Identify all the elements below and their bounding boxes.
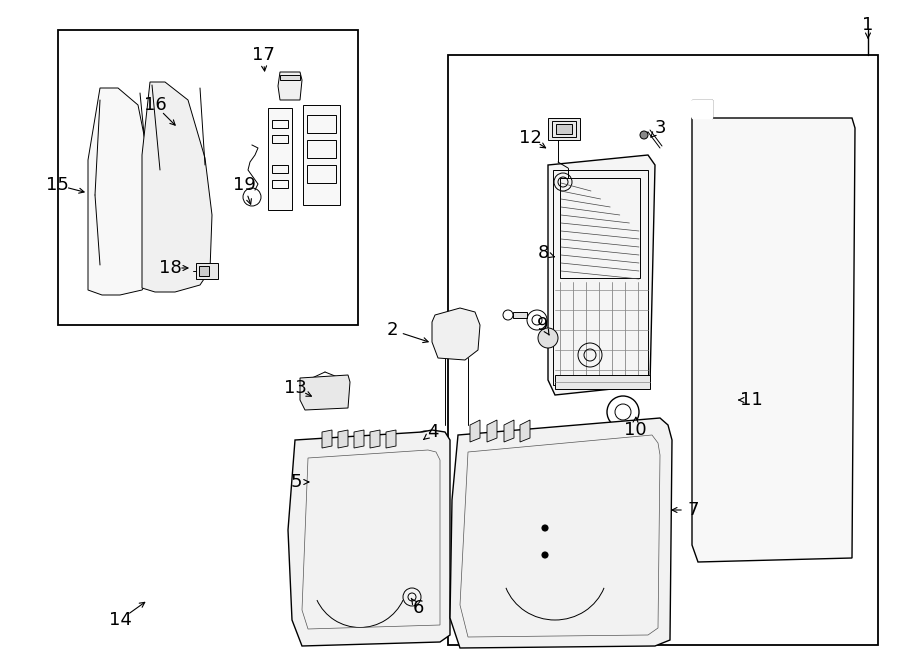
Text: 12: 12 <box>518 129 542 147</box>
Polygon shape <box>548 155 655 395</box>
Bar <box>272 120 288 128</box>
Circle shape <box>538 328 558 348</box>
Polygon shape <box>470 420 480 442</box>
Bar <box>548 118 580 140</box>
Polygon shape <box>142 82 212 292</box>
Polygon shape <box>288 430 450 646</box>
Polygon shape <box>88 88 155 295</box>
Polygon shape <box>487 420 497 442</box>
Text: 9: 9 <box>537 316 549 334</box>
Polygon shape <box>692 118 855 562</box>
Polygon shape <box>504 420 514 442</box>
Text: 3: 3 <box>654 119 666 137</box>
Text: 17: 17 <box>252 46 274 64</box>
Bar <box>556 124 572 134</box>
Bar <box>307 115 336 133</box>
Text: 16: 16 <box>144 96 166 114</box>
Polygon shape <box>692 100 712 118</box>
Text: 19: 19 <box>232 176 256 194</box>
Text: 1: 1 <box>862 16 874 34</box>
Polygon shape <box>432 308 480 360</box>
Text: 7: 7 <box>688 501 698 519</box>
Polygon shape <box>300 375 350 410</box>
Polygon shape <box>322 430 332 448</box>
Polygon shape <box>268 108 292 210</box>
Bar <box>272 135 288 143</box>
Text: 15: 15 <box>46 176 68 194</box>
Bar <box>552 121 576 137</box>
Bar <box>513 312 527 318</box>
Text: 6: 6 <box>412 599 424 617</box>
Bar <box>196 263 218 279</box>
Bar <box>560 178 640 278</box>
Polygon shape <box>303 105 340 205</box>
Text: 2: 2 <box>386 321 398 339</box>
Bar <box>280 75 300 80</box>
Text: 8: 8 <box>537 244 549 262</box>
Text: 14: 14 <box>109 611 131 629</box>
Circle shape <box>542 552 548 558</box>
Text: 5: 5 <box>290 473 302 491</box>
Bar <box>307 165 336 183</box>
Circle shape <box>542 525 548 531</box>
Text: 13: 13 <box>284 379 306 397</box>
Polygon shape <box>338 430 348 448</box>
Bar <box>272 165 288 173</box>
Polygon shape <box>450 418 672 648</box>
Bar <box>553 170 648 385</box>
Bar <box>272 180 288 188</box>
Bar <box>307 140 336 158</box>
Bar <box>58 30 358 325</box>
Bar <box>448 55 878 645</box>
Text: 11: 11 <box>740 391 762 409</box>
Bar <box>555 375 650 389</box>
Polygon shape <box>520 420 530 442</box>
Polygon shape <box>354 430 364 448</box>
Circle shape <box>640 131 648 139</box>
Polygon shape <box>370 430 380 448</box>
Text: 4: 4 <box>428 423 439 441</box>
Polygon shape <box>278 72 302 100</box>
Text: 10: 10 <box>624 421 646 439</box>
Bar <box>199 266 209 276</box>
Polygon shape <box>386 430 396 448</box>
Text: 18: 18 <box>158 259 182 277</box>
Circle shape <box>420 435 430 445</box>
